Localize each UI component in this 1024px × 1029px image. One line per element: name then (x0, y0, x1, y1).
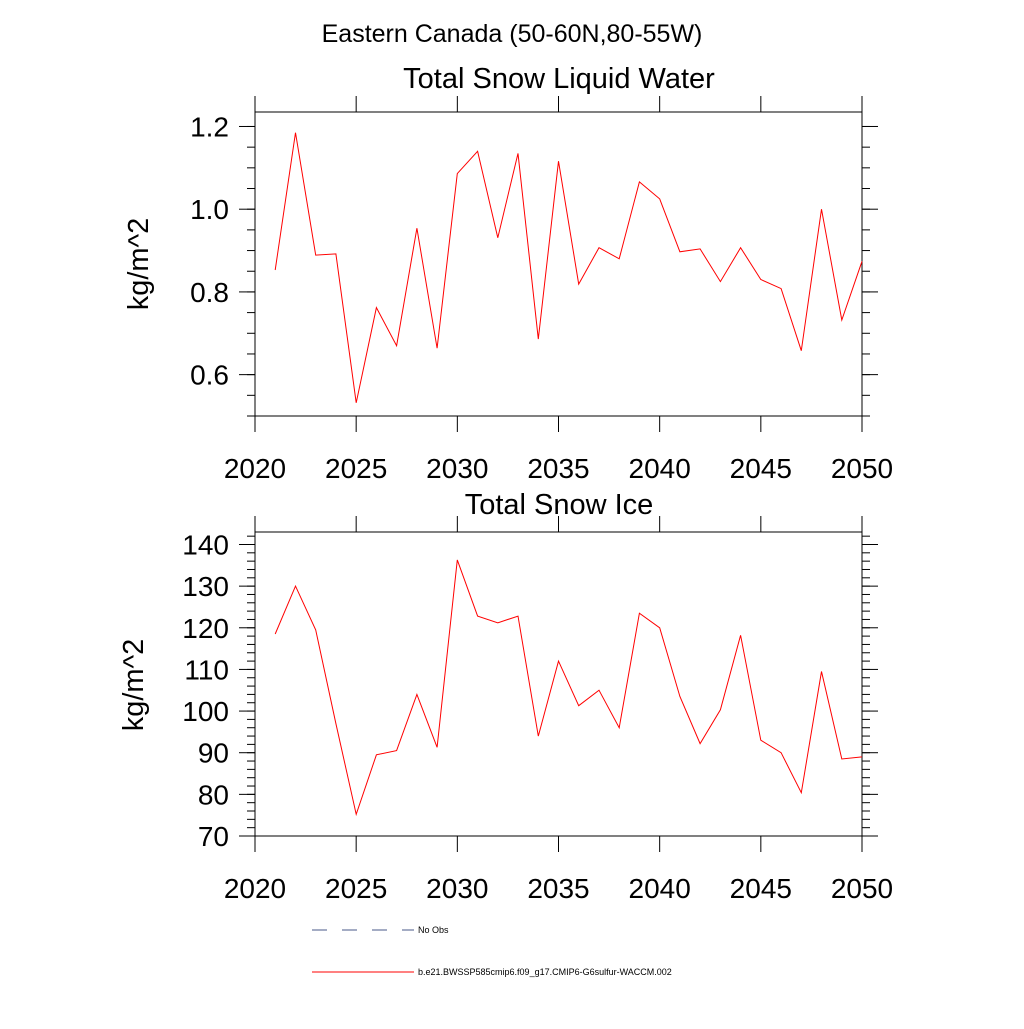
x-tick-label: 2050 (831, 873, 893, 904)
x-tick-label: 2045 (730, 873, 792, 904)
panel-title: Total Snow Ice (465, 489, 654, 521)
x-tick-label: 2025 (325, 873, 387, 904)
x-tick-label: 2020 (224, 453, 286, 484)
x-tick-label: 2050 (831, 453, 893, 484)
x-tick-label: 2040 (629, 873, 691, 904)
y-axis-label: kg/m^2 (118, 639, 150, 732)
figure-title: Eastern Canada (50-60N,80-55W) (322, 20, 703, 48)
legend-entry-no-obs: No Obs (312, 925, 449, 935)
x-tick-label: 2035 (527, 453, 589, 484)
legend-entry-model-run: b.e21.BWSSP585cmip6.f09_g17.CMIP6-G6sulf… (312, 967, 672, 977)
y-tick-label: 1.2 (190, 111, 229, 142)
panel-snow-ice: Total Snow Ice kg/m^2 70 80 90 100 110 120 130… (118, 489, 893, 904)
y-tick-label: 140 (182, 529, 229, 560)
x-tick-label: 2030 (426, 873, 488, 904)
y-tick-label: 100 (182, 696, 229, 727)
legend-label: b.e21.BWSSP585cmip6.f09_g17.CMIP6-G6sulf… (418, 967, 672, 977)
x-tick-label: 2040 (629, 453, 691, 484)
y-tick-label: 110 (184, 654, 229, 685)
y-tick-label: 90 (198, 738, 229, 769)
y-tick-label: 0.8 (190, 277, 229, 308)
x-tick-label: 2030 (426, 453, 488, 484)
x-tick-label: 2035 (527, 873, 589, 904)
plot-frame (254, 531, 863, 837)
y-tick-label: 70 (198, 821, 229, 852)
y-tick-label: 1.0 (190, 194, 229, 225)
x-tick-label: 2045 (730, 453, 792, 484)
legend: No Obs b.e21.BWSSP585cmip6.f09_g17.CMIP6… (312, 925, 672, 977)
x-tick-label: 2025 (325, 453, 387, 484)
y-axis-label: kg/m^2 (123, 218, 155, 311)
series-line (274, 559, 863, 817)
y-tick-label: 0.6 (190, 360, 229, 391)
panel-title: Total Snow Liquid Water (403, 63, 715, 95)
legend-label: No Obs (418, 925, 449, 935)
panel-snow-liquid-water: Total Snow Liquid Water kg/m^2 0.6 0.8 1.0… (123, 63, 893, 484)
y-tick-label: 130 (182, 571, 229, 602)
y-tick-label: 80 (198, 779, 229, 810)
plot-frame (254, 111, 863, 417)
y-tick-label: 120 (182, 613, 229, 644)
x-tick-label: 2020 (224, 873, 286, 904)
series-line (274, 132, 863, 403)
